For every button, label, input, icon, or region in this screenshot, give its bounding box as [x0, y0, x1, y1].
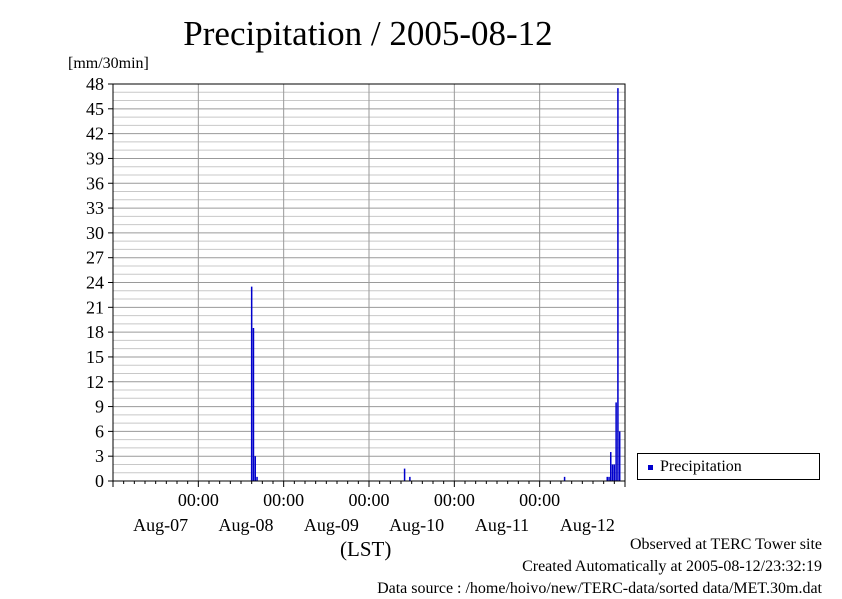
y-tick-label: 3 [95, 446, 104, 466]
precipitation-bar [254, 456, 257, 481]
legend-swatch [648, 465, 653, 470]
y-tick-label: 39 [86, 148, 104, 168]
x-tick-label-time: 00:00 [348, 490, 389, 510]
y-tick-label: 48 [86, 74, 104, 94]
footer-data-source: Data source : /home/hoivo/new/TERC-data/… [377, 580, 822, 597]
x-tick-label-time: 00:00 [519, 490, 560, 510]
precipitation-bar [252, 327, 255, 481]
y-tick-label: 9 [95, 397, 104, 417]
bars [250, 88, 621, 482]
x-axis-label: (LST) [340, 537, 392, 561]
x-tick-label-time: 00:00 [263, 490, 304, 510]
precipitation-bar [409, 476, 411, 481]
precipitation-bar [615, 402, 617, 481]
y-tick-label: 36 [86, 173, 104, 193]
precipitation-bar [613, 464, 616, 481]
axis-ticks [108, 83, 626, 487]
legend: Precipitation [637, 453, 820, 480]
x-tick-label-date: Aug-08 [219, 515, 274, 535]
legend-label: Precipitation [660, 458, 742, 475]
y-tick-label: 0 [95, 471, 104, 491]
y-tick-label: 33 [86, 198, 104, 218]
x-tick-label-time: 00:00 [178, 490, 219, 510]
precipitation-bar [618, 431, 621, 481]
y-tick-label: 45 [86, 99, 104, 119]
footer-created: Created Automatically at 2005-08-12/23:3… [522, 558, 822, 575]
precipitation-bar [403, 468, 406, 481]
footer-observed: Observed at TERC Tower site [629, 536, 822, 553]
precipitation-bar [563, 476, 566, 481]
x-tick-label-date: Aug-11 [475, 515, 529, 535]
precipitation-bar [256, 476, 258, 481]
y-tick-label: 30 [86, 223, 104, 243]
y-tick-label: 18 [86, 322, 104, 342]
chart-title: Precipitation / 2005-08-12 [183, 14, 553, 53]
y-tick-label: 21 [86, 297, 104, 317]
y-tick-label: 24 [86, 273, 104, 293]
precipitation-bar [611, 464, 614, 481]
precipitation-bar [617, 88, 619, 482]
precipitation-bar [606, 476, 609, 481]
y-tick-label: 15 [86, 347, 104, 367]
x-tick-label-date: Aug-07 [133, 515, 188, 535]
y-tick-label: 12 [86, 372, 104, 392]
x-tick-label-time: 00:00 [434, 490, 475, 510]
y-tick-label: 6 [95, 421, 104, 441]
x-tick-label-date: Aug-12 [560, 515, 615, 535]
precipitation-bar [609, 452, 612, 481]
y-tick-label: 42 [86, 124, 104, 144]
y-axis-label: [mm/30min] [68, 55, 149, 72]
grid-lines [113, 84, 625, 481]
precipitation-bar [250, 286, 253, 481]
precipitation-bar [608, 476, 610, 481]
x-tick-label-date: Aug-10 [389, 515, 444, 535]
x-tick-label-date: Aug-09 [304, 515, 359, 535]
y-tick-label: 27 [86, 248, 104, 268]
